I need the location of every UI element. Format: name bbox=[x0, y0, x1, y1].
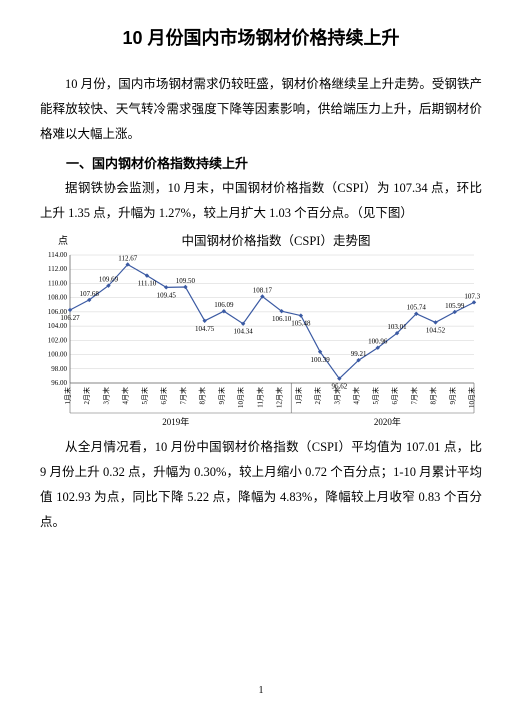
svg-text:106.27: 106.27 bbox=[60, 314, 80, 322]
svg-text:104.75: 104.75 bbox=[195, 325, 215, 333]
svg-text:6月末: 6月末 bbox=[159, 387, 168, 405]
svg-text:102.00: 102.00 bbox=[48, 336, 68, 344]
svg-text:5月末: 5月末 bbox=[140, 387, 149, 405]
svg-text:5月末: 5月末 bbox=[371, 387, 380, 405]
svg-text:114.00: 114.00 bbox=[48, 251, 67, 259]
svg-text:105.74: 105.74 bbox=[407, 304, 427, 312]
svg-text:1月末: 1月末 bbox=[294, 387, 303, 405]
svg-text:104.52: 104.52 bbox=[426, 326, 446, 334]
svg-text:106.09: 106.09 bbox=[214, 301, 234, 309]
svg-text:3月末: 3月末 bbox=[332, 387, 341, 405]
svg-text:105.99: 105.99 bbox=[445, 302, 465, 310]
svg-text:10月末: 10月末 bbox=[236, 387, 245, 408]
svg-text:9月末: 9月末 bbox=[217, 387, 226, 405]
paragraph-2: 据钢铁协会监测，10 月末，中国钢材价格指数（CSPI）为 107.34 点，环… bbox=[40, 176, 482, 226]
svg-text:1月末: 1月末 bbox=[63, 387, 72, 405]
svg-text:112.00: 112.00 bbox=[48, 265, 67, 273]
svg-text:109.50: 109.50 bbox=[176, 277, 196, 285]
svg-text:2020年: 2020年 bbox=[374, 416, 401, 427]
svg-text:4月末: 4月末 bbox=[121, 387, 130, 405]
svg-text:112.67: 112.67 bbox=[118, 254, 137, 262]
svg-text:111.10: 111.10 bbox=[138, 280, 157, 288]
svg-text:107.68: 107.68 bbox=[80, 290, 100, 298]
svg-text:100.39: 100.39 bbox=[310, 356, 330, 364]
svg-text:7月末: 7月末 bbox=[178, 387, 187, 405]
svg-text:12月末: 12月末 bbox=[275, 387, 284, 408]
svg-text:108.17: 108.17 bbox=[253, 286, 273, 294]
document-page: 10 月份国内市场钢材价格持续上升 10 月份，国内市场钢材需求仍较旺盛，钢材价… bbox=[0, 0, 522, 702]
svg-text:100.00: 100.00 bbox=[48, 351, 68, 359]
svg-text:103.01: 103.01 bbox=[387, 323, 407, 331]
paragraph-intro: 10 月份，国内市场钢材需求仍较旺盛，钢材价格继续呈上升走势。受钢铁产能释放较快… bbox=[40, 72, 482, 147]
document-title: 10 月份国内市场钢材价格持续上升 bbox=[40, 24, 482, 50]
chart-title: 中国钢材价格指数（CSPI）走势图 bbox=[70, 230, 482, 249]
chart-svg: 96.0098.00100.00102.00104.00106.00108.00… bbox=[40, 251, 480, 431]
y-axis-unit: 点 bbox=[40, 232, 70, 247]
section-heading-1: 一、国内钢材价格指数持续上升 bbox=[40, 153, 482, 172]
svg-text:107.34: 107.34 bbox=[464, 292, 480, 300]
svg-text:7月末: 7月末 bbox=[409, 387, 418, 405]
svg-text:110.00: 110.00 bbox=[48, 279, 67, 287]
paragraph-3: 从全月情况看，10 月份中国钢材价格指数（CSPI）平均值为 107.01 点，… bbox=[40, 435, 482, 535]
svg-text:98.00: 98.00 bbox=[51, 365, 67, 373]
svg-text:96.00: 96.00 bbox=[51, 379, 67, 387]
svg-text:109.45: 109.45 bbox=[157, 291, 177, 299]
svg-text:105.48: 105.48 bbox=[291, 320, 311, 328]
svg-text:4月末: 4月末 bbox=[352, 387, 361, 405]
svg-text:11月末: 11月末 bbox=[255, 387, 264, 408]
svg-text:2月末: 2月末 bbox=[82, 387, 91, 405]
svg-text:10月末: 10月末 bbox=[467, 387, 476, 408]
svg-text:8月末: 8月末 bbox=[429, 387, 438, 405]
svg-text:6月末: 6月末 bbox=[390, 387, 399, 405]
svg-text:99.21: 99.21 bbox=[351, 350, 367, 358]
svg-text:104.34: 104.34 bbox=[234, 328, 254, 336]
svg-text:100.96: 100.96 bbox=[368, 338, 388, 346]
svg-text:2019年: 2019年 bbox=[162, 416, 189, 427]
svg-text:108.00: 108.00 bbox=[48, 294, 68, 302]
svg-text:109.69: 109.69 bbox=[99, 276, 119, 284]
page-number: 1 bbox=[0, 685, 522, 696]
svg-text:104.00: 104.00 bbox=[48, 322, 68, 330]
svg-text:3月末: 3月末 bbox=[101, 387, 110, 405]
svg-text:106.10: 106.10 bbox=[272, 315, 292, 323]
cspi-chart: 点 中国钢材价格指数（CSPI）走势图 96.00 98.00 100.00 102.… bbox=[40, 230, 482, 431]
svg-text:2月末: 2月末 bbox=[313, 387, 322, 405]
svg-text:8月末: 8月末 bbox=[198, 387, 207, 405]
svg-text:9月末: 9月末 bbox=[448, 387, 457, 405]
